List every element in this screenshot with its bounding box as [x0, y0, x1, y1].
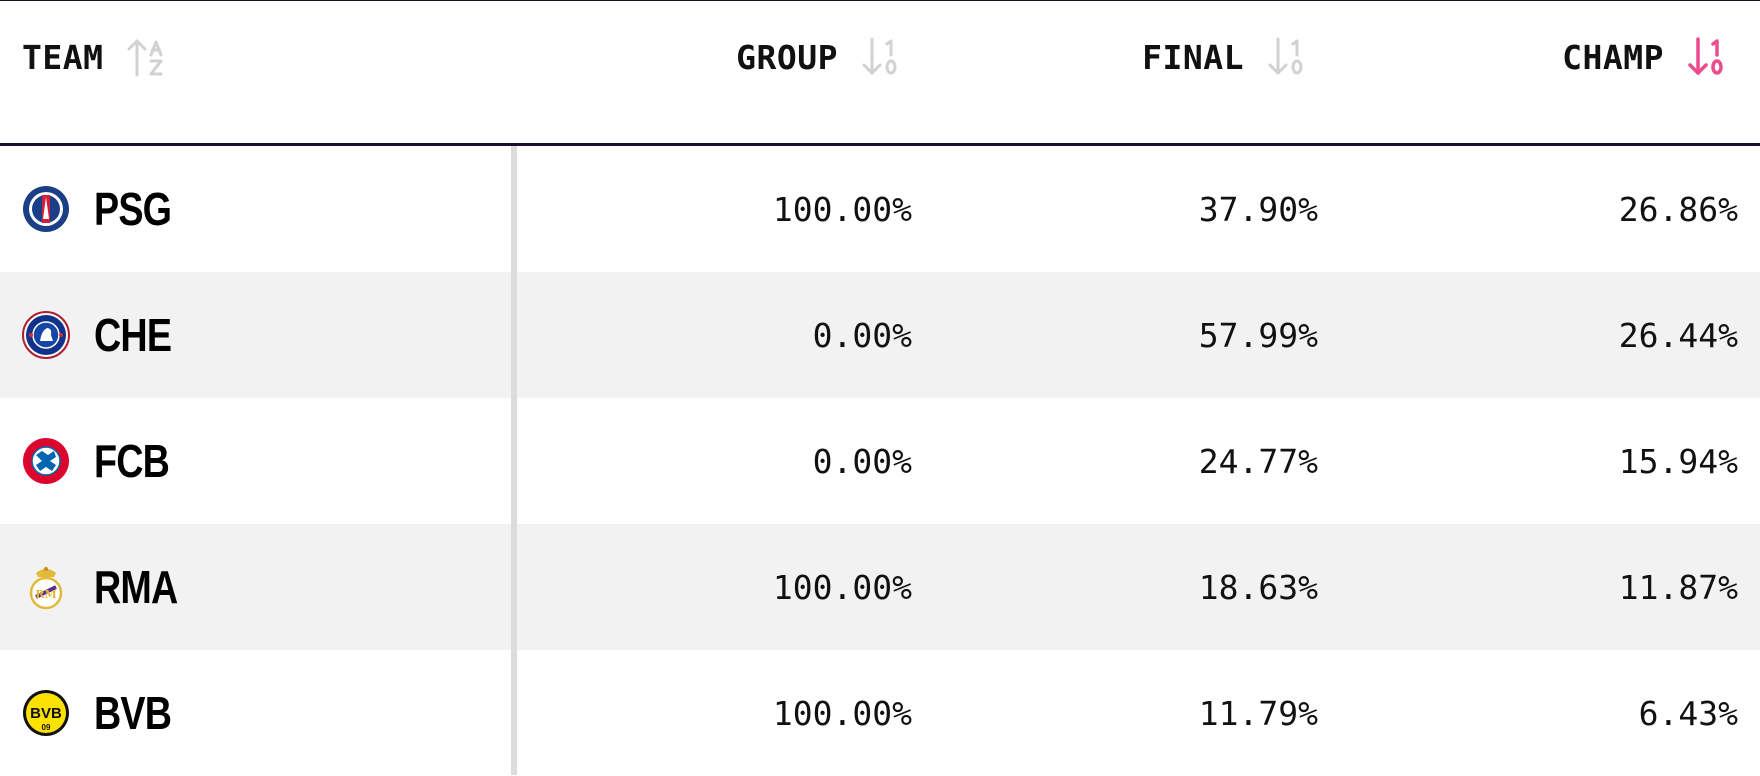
- group-value: 100.00%: [772, 189, 912, 229]
- team-cell: FCB: [22, 398, 186, 524]
- team-cell: RM RMA: [22, 524, 196, 650]
- bayern-crest-icon: [23, 438, 69, 484]
- table-row[interactable]: RM RMA 100.00% 18.63% 11.87%: [0, 524, 1760, 650]
- sort-numeric-desc-icon[interactable]: [860, 35, 904, 79]
- group-value: 0.00%: [812, 315, 912, 355]
- svg-text:RM: RM: [35, 588, 56, 601]
- team-cell: PSG: [22, 146, 188, 272]
- svg-text:BVB: BVB: [30, 705, 62, 722]
- team-abbreviation: PSG: [94, 183, 172, 235]
- table-row[interactable]: BVB 09 BVB 100.00% 11.79% 6.43%: [0, 650, 1760, 776]
- team-abbreviation: CHE: [94, 309, 172, 361]
- champ-value: 15.94%: [1618, 441, 1738, 481]
- team-cell: BVB 09 BVB: [22, 650, 188, 776]
- header-divider: [0, 143, 1760, 146]
- group-value: 100.00%: [772, 693, 912, 733]
- final-value: 24.77%: [1198, 441, 1318, 481]
- final-value: 18.63%: [1198, 567, 1318, 607]
- column-header-team[interactable]: TEAM: [22, 35, 169, 79]
- column-header-group-label: GROUP: [736, 37, 838, 77]
- champ-value: 26.44%: [1618, 315, 1738, 355]
- sticky-column-divider: [511, 146, 517, 775]
- table-row[interactable]: FCB 0.00% 24.77% 15.94%: [0, 398, 1760, 524]
- team-abbreviation: BVB: [94, 687, 172, 739]
- group-value: 100.00%: [772, 567, 912, 607]
- table-header: TEAM GROUP FINAL: [0, 1, 1760, 144]
- top-border: [0, 0, 1760, 1]
- chelsea-crest-icon: [22, 311, 70, 359]
- column-header-final[interactable]: FINAL: [1142, 35, 1310, 79]
- column-header-group[interactable]: GROUP: [736, 35, 904, 79]
- group-value: 0.00%: [812, 441, 912, 481]
- final-value: 11.79%: [1198, 693, 1318, 733]
- team-cell: CHE: [22, 272, 188, 398]
- final-value: 57.99%: [1198, 315, 1318, 355]
- real-madrid-crest-icon: RM: [29, 567, 63, 610]
- table-row[interactable]: CHE 0.00% 57.99% 26.44%: [0, 272, 1760, 398]
- sort-numeric-desc-icon[interactable]: [1266, 35, 1310, 79]
- table-row[interactable]: PSG 100.00% 37.90% 26.86%: [0, 146, 1760, 272]
- champ-value: 6.43%: [1638, 693, 1738, 733]
- sort-alpha-asc-icon[interactable]: [125, 35, 169, 79]
- column-header-champ[interactable]: CHAMP: [1562, 35, 1730, 79]
- column-header-final-label: FINAL: [1142, 37, 1244, 77]
- dortmund-crest-icon: BVB 09: [23, 690, 69, 736]
- final-value: 37.90%: [1198, 189, 1318, 229]
- table-body: PSG 100.00% 37.90% 26.86% CHE 0.00% 57.9…: [0, 146, 1760, 775]
- team-abbreviation: FCB: [94, 435, 170, 487]
- team-abbreviation: RMA: [94, 561, 178, 613]
- psg-crest-icon: [23, 186, 69, 232]
- column-header-champ-label: CHAMP: [1562, 37, 1664, 77]
- champ-value: 11.87%: [1618, 567, 1738, 607]
- sort-numeric-desc-icon[interactable]: [1686, 35, 1730, 79]
- champ-value: 26.86%: [1618, 189, 1738, 229]
- svg-text:09: 09: [42, 723, 51, 732]
- column-header-team-label: TEAM: [22, 37, 104, 77]
